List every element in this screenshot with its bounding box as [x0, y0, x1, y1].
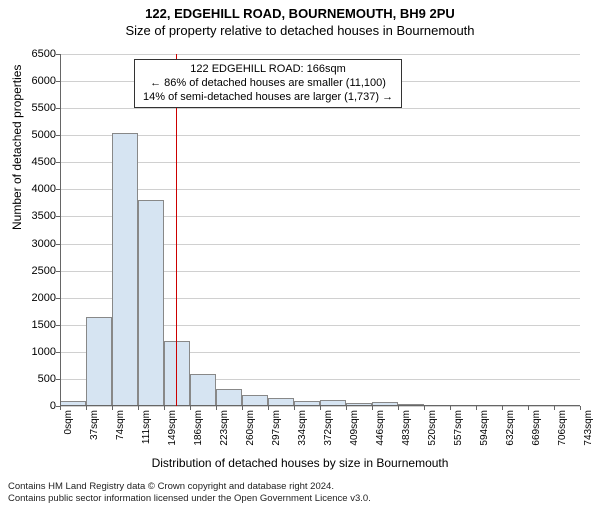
grid-line — [60, 162, 580, 163]
y-tick-label: 3500 — [16, 210, 56, 222]
x-tick-label: 372sqm — [323, 410, 334, 446]
x-tick-label: 111sqm — [141, 410, 152, 444]
x-tick-label: 520sqm — [427, 410, 438, 446]
footer-line2: Contains public sector information licen… — [8, 493, 371, 504]
x-tick-label: 0sqm — [63, 410, 74, 434]
x-tick-label: 669sqm — [531, 410, 542, 446]
info-box: 122 EDGEHILL ROAD: 166sqm← 86% of detach… — [134, 59, 402, 108]
histogram-bar — [216, 389, 242, 406]
grid-line — [60, 189, 580, 190]
histogram-bar — [112, 133, 138, 406]
grid-line — [60, 54, 580, 55]
y-tick-label: 5500 — [16, 102, 56, 114]
x-tick-label: 297sqm — [271, 410, 282, 446]
y-tick-label: 500 — [16, 373, 56, 385]
x-tick-label: 706sqm — [557, 410, 568, 446]
chart-plot-area: 0500100015002000250030003500400045005000… — [60, 54, 580, 406]
x-tick-label: 557sqm — [453, 410, 464, 446]
x-tick-label: 149sqm — [167, 410, 178, 446]
x-tick-label: 594sqm — [479, 410, 490, 446]
x-tick-label: 409sqm — [349, 410, 360, 446]
x-tick-label: 260sqm — [245, 410, 256, 446]
y-tick-label: 1000 — [16, 346, 56, 358]
grid-line — [60, 135, 580, 136]
x-tick-label: 446sqm — [375, 410, 386, 446]
y-tick-label: 1500 — [16, 319, 56, 331]
info-box-line3: 14% of semi-detached houses are larger (… — [143, 91, 393, 105]
y-tick-label: 0 — [16, 400, 56, 412]
x-tick-label: 743sqm — [583, 410, 594, 446]
x-tick-label: 632sqm — [505, 410, 516, 446]
info-box-line1: 122 EDGEHILL ROAD: 166sqm — [143, 63, 393, 77]
x-axis-label: Distribution of detached houses by size … — [0, 456, 600, 470]
chart-container: 122, EDGEHILL ROAD, BOURNEMOUTH, BH9 2PU… — [0, 6, 600, 506]
x-tick-label: 186sqm — [193, 410, 204, 446]
histogram-bar — [86, 317, 112, 406]
footer-attribution: Contains HM Land Registry data © Crown c… — [8, 481, 371, 504]
info-box-line2: ← 86% of detached houses are smaller (11… — [143, 77, 393, 91]
grid-line — [60, 108, 580, 109]
y-tick-label: 2500 — [16, 265, 56, 277]
y-tick-label: 5000 — [16, 129, 56, 141]
y-tick-label: 6000 — [16, 75, 56, 87]
y-tick-label: 4000 — [16, 183, 56, 195]
footer-line1: Contains HM Land Registry data © Crown c… — [8, 481, 371, 492]
y-axis-label: Number of detached properties — [10, 65, 24, 230]
y-tick-label: 3000 — [16, 238, 56, 250]
x-tick-label: 74sqm — [115, 410, 126, 440]
histogram-bar — [138, 200, 164, 406]
x-tick-label: 334sqm — [297, 410, 308, 446]
y-tick-label: 6500 — [16, 48, 56, 60]
x-tick-label: 37sqm — [89, 410, 100, 440]
histogram-bar — [190, 374, 216, 406]
y-tick-label: 4500 — [16, 156, 56, 168]
y-tick-label: 2000 — [16, 292, 56, 304]
x-tick-label: 483sqm — [401, 410, 412, 446]
title-sub: Size of property relative to detached ho… — [0, 23, 600, 38]
x-tick-label: 223sqm — [219, 410, 230, 446]
title-main: 122, EDGEHILL ROAD, BOURNEMOUTH, BH9 2PU — [0, 6, 600, 21]
